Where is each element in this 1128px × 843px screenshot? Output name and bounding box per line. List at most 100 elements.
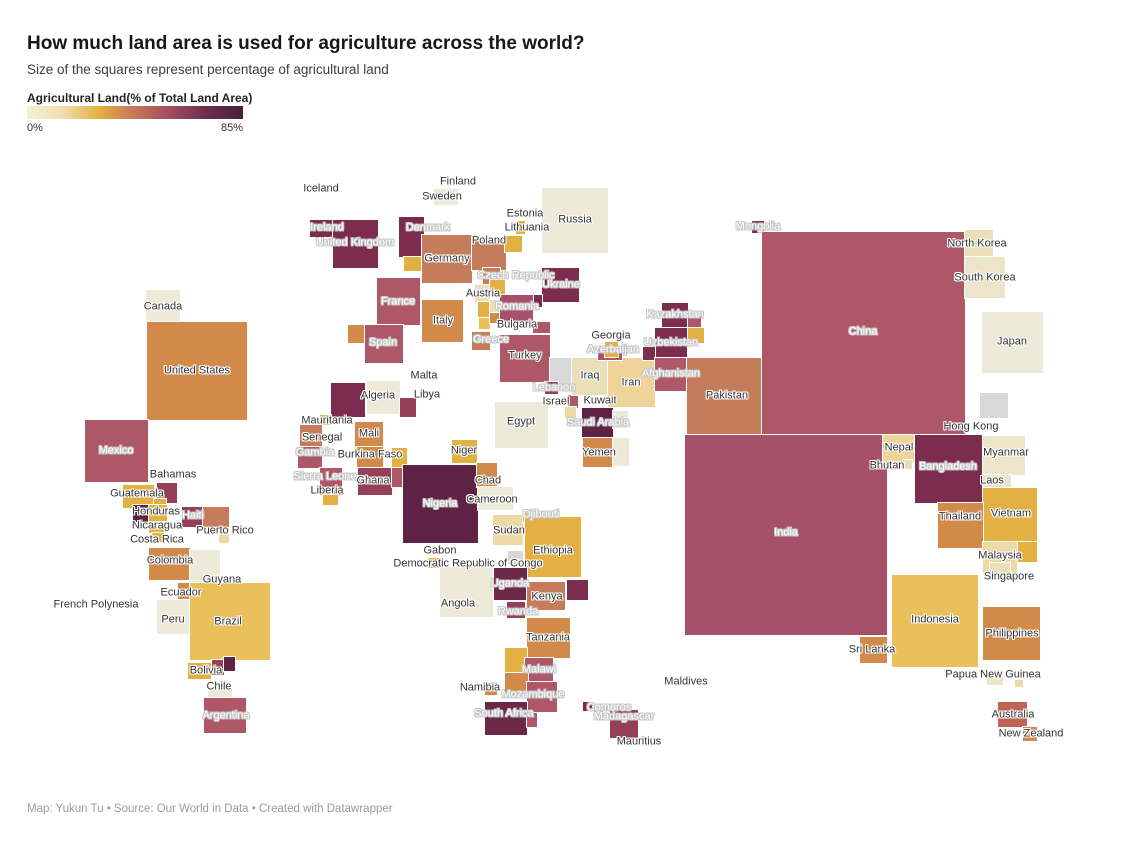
country-square-bangladesh[interactable]	[915, 435, 983, 503]
country-square-ethiopia[interactable]	[525, 517, 581, 577]
country-square[interactable]	[404, 257, 421, 271]
country-square-united-kingdom[interactable]	[333, 220, 378, 268]
country-square-comoros[interactable]	[583, 702, 592, 711]
country-square[interactable]	[688, 316, 701, 328]
country-square-singapore[interactable]	[990, 563, 1010, 575]
country-square-libya[interactable]	[400, 398, 416, 417]
country-square-lithuania[interactable]	[505, 236, 522, 252]
country-square-bulgaria[interactable]	[533, 322, 550, 333]
country-square-thailand[interactable]	[938, 503, 983, 548]
country-square[interactable]	[434, 189, 458, 205]
country-square-papua-new-guinea[interactable]	[987, 677, 1003, 685]
country-square-georgia[interactable]	[605, 342, 618, 357]
country-square[interactable]	[224, 657, 235, 671]
country-square-iraq[interactable]	[572, 358, 608, 395]
country-square-sri-lanka[interactable]	[860, 637, 887, 663]
country-square-kenya[interactable]	[527, 582, 565, 610]
country-square[interactable]	[567, 580, 588, 600]
country-square[interactable]	[154, 499, 166, 508]
country-square-guatemala[interactable]	[123, 485, 154, 508]
country-square-mexico[interactable]	[85, 420, 148, 482]
country-square[interactable]	[190, 550, 220, 583]
country-square-gabon[interactable]	[428, 558, 442, 568]
country-square[interactable]	[149, 505, 167, 522]
country-square[interactable]	[212, 660, 224, 675]
country-square-denmark[interactable]	[399, 217, 424, 257]
country-square-kuwait[interactable]	[565, 407, 576, 418]
country-square-iran[interactable]	[608, 358, 655, 407]
country-square[interactable]	[533, 295, 542, 307]
country-square[interactable]	[478, 302, 490, 318]
country-square[interactable]	[331, 383, 365, 417]
country-square-philippines[interactable]	[983, 607, 1040, 660]
country-square-myanmar[interactable]	[983, 436, 1025, 475]
country-square[interactable]	[479, 318, 490, 329]
country-square-nicaragua[interactable]	[149, 522, 166, 533]
country-square-cameroon[interactable]	[478, 487, 513, 510]
country-square-argentina[interactable]	[204, 698, 246, 733]
country-square[interactable]	[613, 438, 629, 466]
country-square-canada[interactable]	[146, 290, 180, 322]
country-square-ghana[interactable]	[358, 468, 392, 495]
country-square-ukraine[interactable]	[542, 268, 579, 302]
country-square-laos[interactable]	[983, 475, 1011, 488]
country-square-saudi-arabia[interactable]	[582, 408, 613, 439]
country-square-russia[interactable]	[542, 188, 608, 253]
country-square[interactable]	[643, 347, 655, 360]
country-square-france[interactable]	[377, 278, 420, 325]
country-square-colombia[interactable]	[149, 548, 190, 580]
country-square-malawi[interactable]	[525, 658, 553, 683]
country-square-sudan[interactable]	[493, 515, 523, 545]
country-square-liberia[interactable]	[323, 495, 338, 505]
country-square-egypt[interactable]	[495, 402, 548, 448]
country-square[interactable]	[613, 411, 628, 428]
country-square-madagascar[interactable]	[610, 710, 638, 738]
country-square-bolivia[interactable]	[188, 663, 211, 679]
country-square-israel[interactable]	[568, 395, 578, 408]
country-square-turkey[interactable]	[500, 335, 550, 382]
country-square[interactable]	[527, 713, 537, 727]
country-square-nigeria[interactable]	[403, 465, 478, 543]
country-square[interactable]	[688, 328, 704, 343]
country-square-nepal[interactable]	[883, 435, 915, 463]
country-square[interactable]	[508, 551, 523, 564]
country-square-chad[interactable]	[477, 463, 497, 487]
country-square[interactable]	[1017, 542, 1037, 562]
country-square[interactable]	[505, 648, 527, 673]
country-square-italy[interactable]	[422, 300, 463, 342]
country-square-sierra-leone[interactable]	[320, 468, 342, 495]
country-square[interactable]	[490, 280, 505, 295]
country-square-tanzania[interactable]	[527, 618, 570, 658]
country-square[interactable]	[348, 325, 365, 343]
country-square-mauritania[interactable]	[320, 415, 331, 425]
country-square-senegal[interactable]	[300, 425, 322, 447]
country-square-vietnam[interactable]	[983, 488, 1037, 542]
country-square-pakistan[interactable]	[687, 358, 770, 436]
country-square-honduras[interactable]	[133, 505, 149, 522]
country-square[interactable]	[490, 313, 500, 323]
country-square-united-states[interactable]	[147, 322, 247, 420]
country-square-namibia[interactable]	[485, 683, 497, 695]
country-square-gambia[interactable]	[298, 447, 322, 468]
country-square[interactable]	[1015, 680, 1023, 687]
country-square-estonia[interactable]	[516, 221, 525, 234]
country-square-austria[interactable]	[475, 285, 490, 302]
country-square-japan[interactable]	[982, 312, 1043, 373]
country-square-romania[interactable]	[500, 295, 533, 322]
country-square-greece[interactable]	[472, 332, 490, 350]
country-square-poland[interactable]	[472, 237, 506, 270]
country-square-india[interactable]	[685, 435, 887, 635]
country-square-new-zealand[interactable]	[1023, 727, 1037, 741]
country-square-germany[interactable]	[422, 235, 472, 283]
country-square-mali[interactable]	[355, 422, 383, 447]
country-square-mozambique[interactable]	[527, 682, 557, 712]
country-square-australia[interactable]	[998, 702, 1027, 727]
country-square-rwanda[interactable]	[507, 602, 525, 618]
country-square[interactable]	[203, 507, 229, 527]
country-square-algeria[interactable]	[367, 381, 400, 414]
country-square[interactable]	[505, 673, 528, 695]
country-square-mongolia[interactable]	[752, 221, 764, 233]
country-square-uzbekistan[interactable]	[655, 328, 687, 359]
country-square-yemen[interactable]	[583, 438, 613, 467]
country-square-niger[interactable]	[452, 440, 477, 463]
